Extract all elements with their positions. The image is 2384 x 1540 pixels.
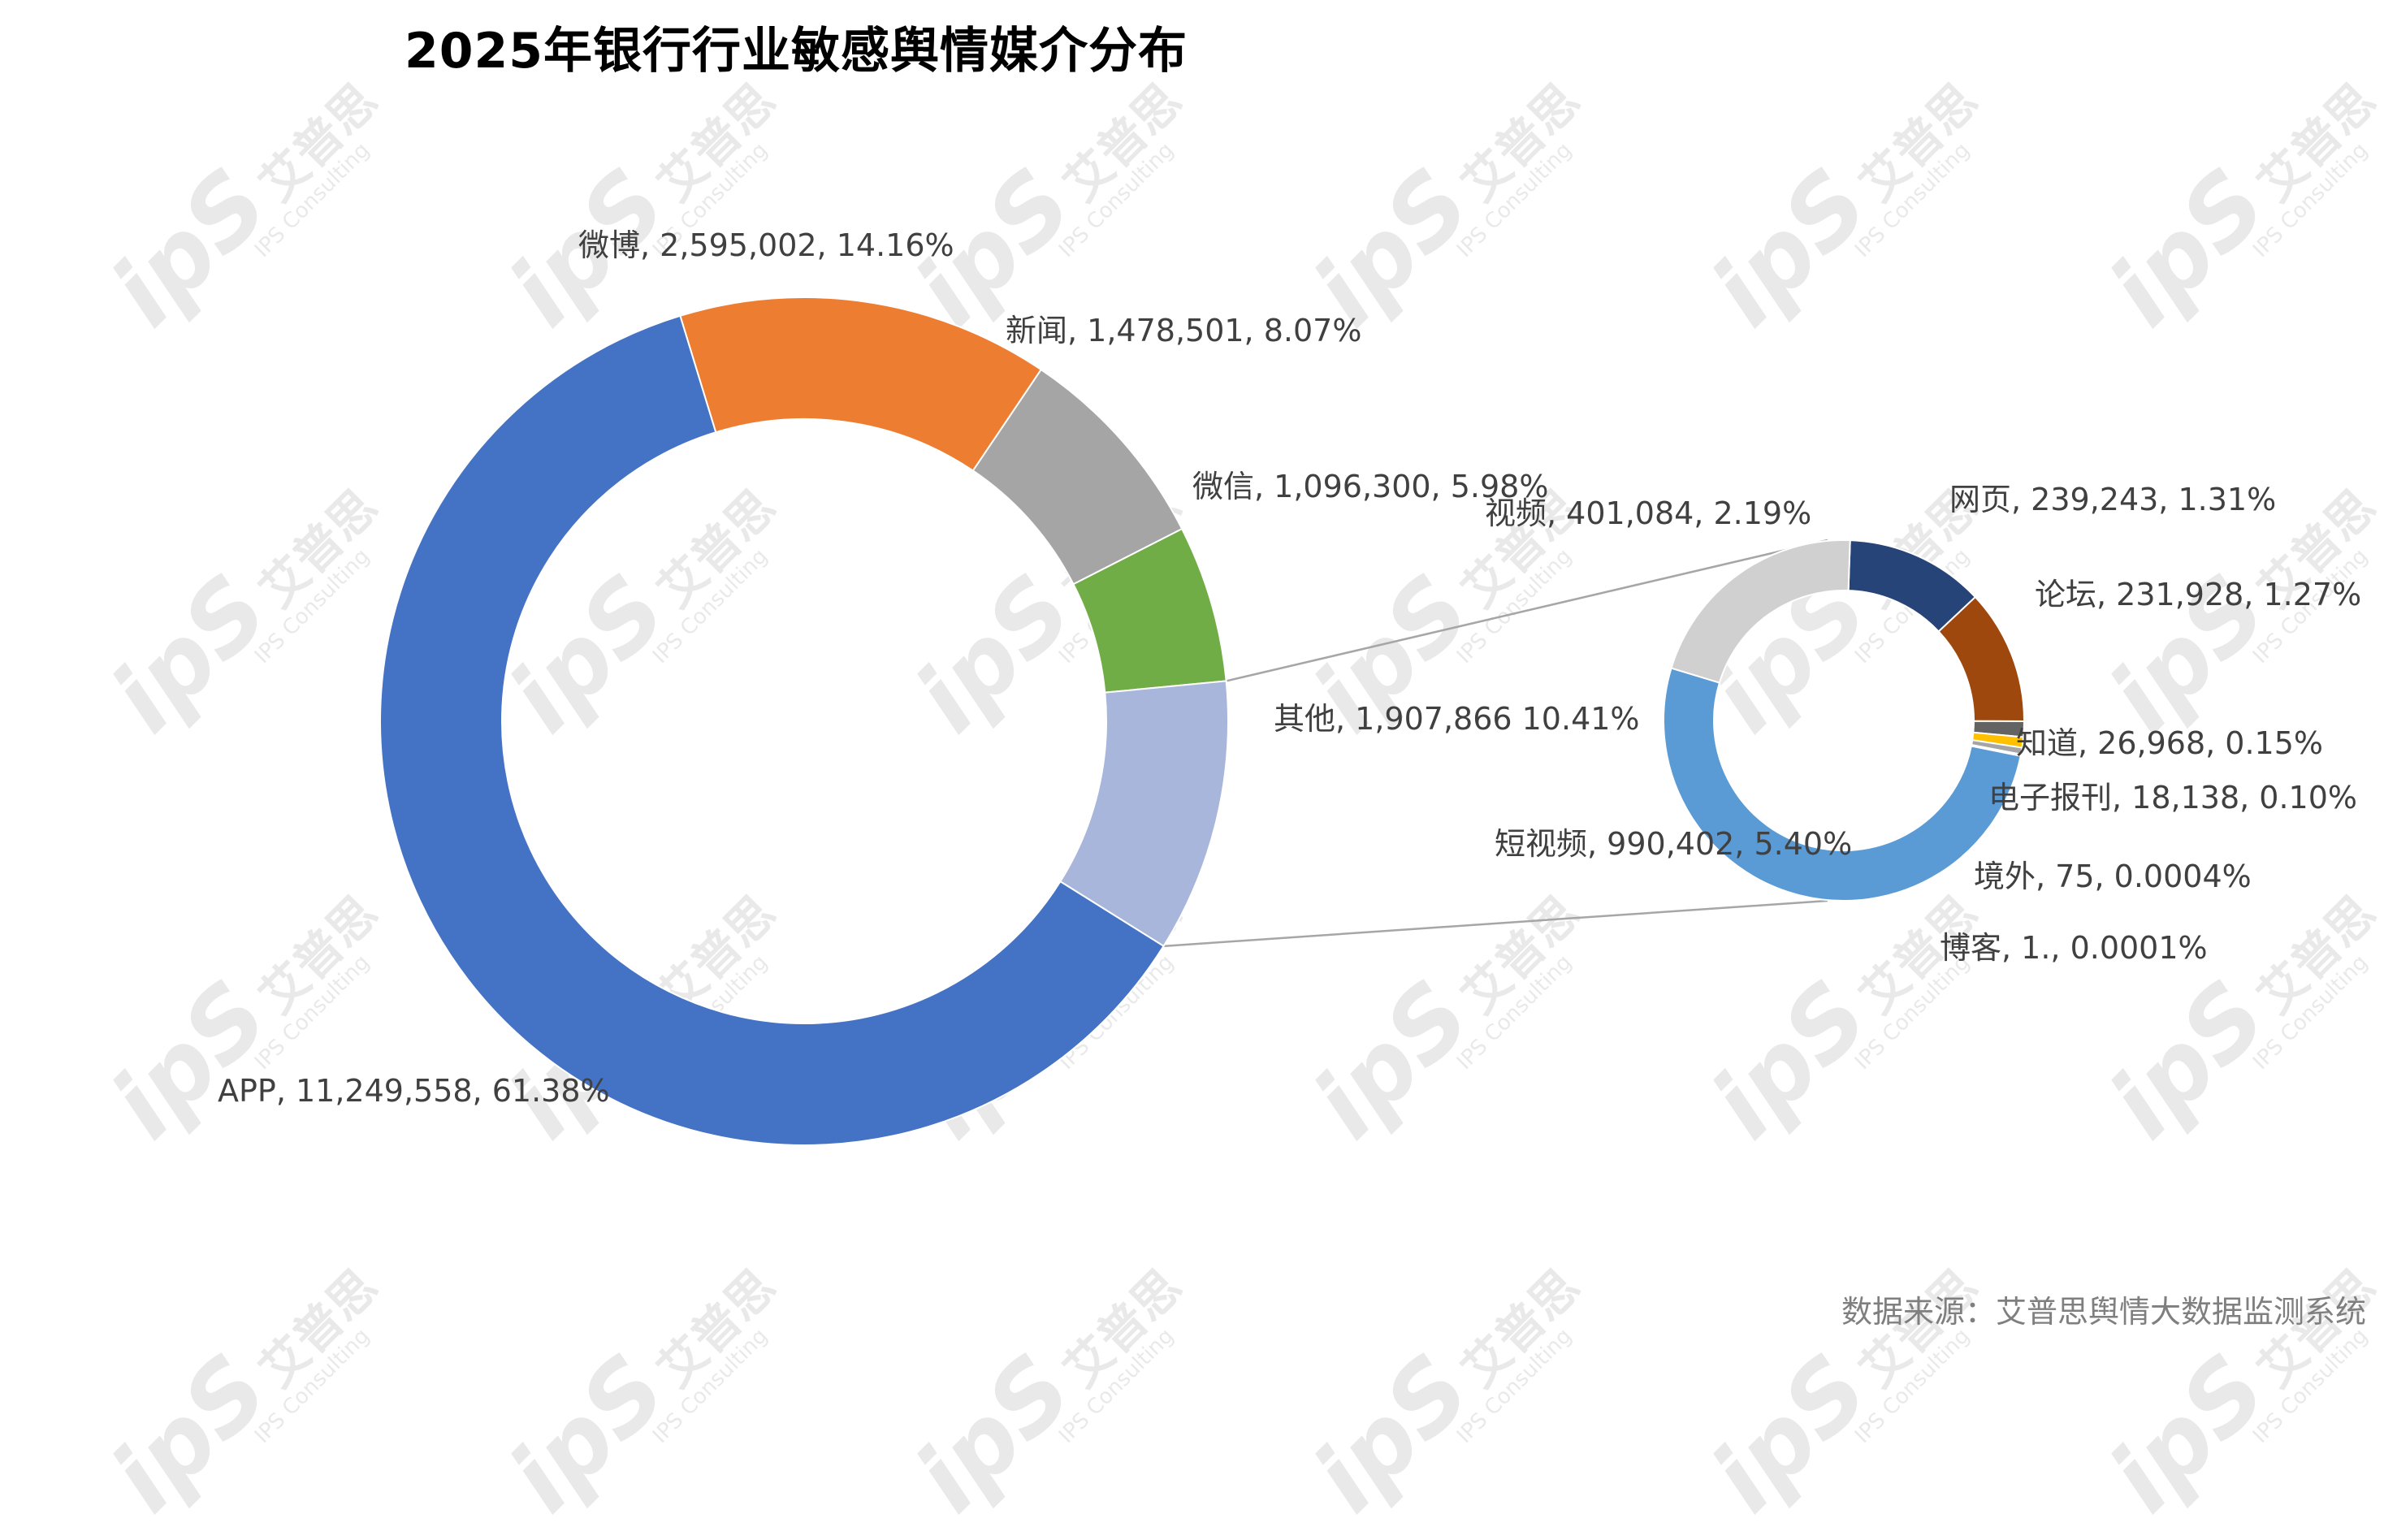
slice-短视频-secondary xyxy=(1663,667,2022,902)
data-label-微信: 微信, 1,096,300, 5.98% xyxy=(1192,469,1548,504)
data-label-app: APP, 11,249,558, 61.38% xyxy=(218,1073,610,1109)
slice-app-main xyxy=(379,314,1165,1146)
source-note: 数据来源：艾普思舆情大数据监测系统 xyxy=(1841,1294,2366,1330)
data-label-其他: 其他, 1,907,866 10.41% xyxy=(1274,701,1640,737)
chart-title: 2025年银行行业敏感舆情媒介分布 xyxy=(405,23,1188,80)
data-label-境外: 境外, 75, 0.0004% xyxy=(1974,859,2252,894)
connector-line-bottom xyxy=(1163,899,1828,948)
connector-lines xyxy=(1163,539,1828,948)
main-doughnut xyxy=(379,296,1229,1146)
data-label-博客: 博客, 1., 0.0001% xyxy=(1940,930,2208,966)
data-label-网页: 网页, 239,243, 1.31% xyxy=(1949,482,2276,517)
slice-视频-secondary xyxy=(1670,539,1851,684)
chart-canvas: 微博, 2,595,002, 14.16% 新闻, 1,478,501, 8.07… xyxy=(218,227,2361,1146)
data-label-知道: 知道, 26,968, 0.15% xyxy=(2016,725,2323,761)
secondary-doughnut xyxy=(1663,539,2026,902)
data-label-电子报刊: 电子报刊, 18,138, 0.10% xyxy=(1988,780,2357,815)
data-label-论坛: 论坛, 231,928, 1.27% xyxy=(2035,577,2361,612)
data-label-新闻: 新闻, 1,478,501, 8.07% xyxy=(1006,313,1361,348)
connector-line-top xyxy=(1226,539,1828,682)
data-label-短视频: 短视频, 990,402, 5.40% xyxy=(1495,826,1852,862)
data-labels: 微博, 2,595,002, 14.16% 新闻, 1,478,501, 8.07… xyxy=(218,227,2361,1109)
data-label-视频: 视频, 401,084, 2.19% xyxy=(1485,495,1811,531)
slice-微博-main xyxy=(679,296,1043,472)
data-label-微博: 微博, 2,595,002, 14.16% xyxy=(578,227,954,263)
